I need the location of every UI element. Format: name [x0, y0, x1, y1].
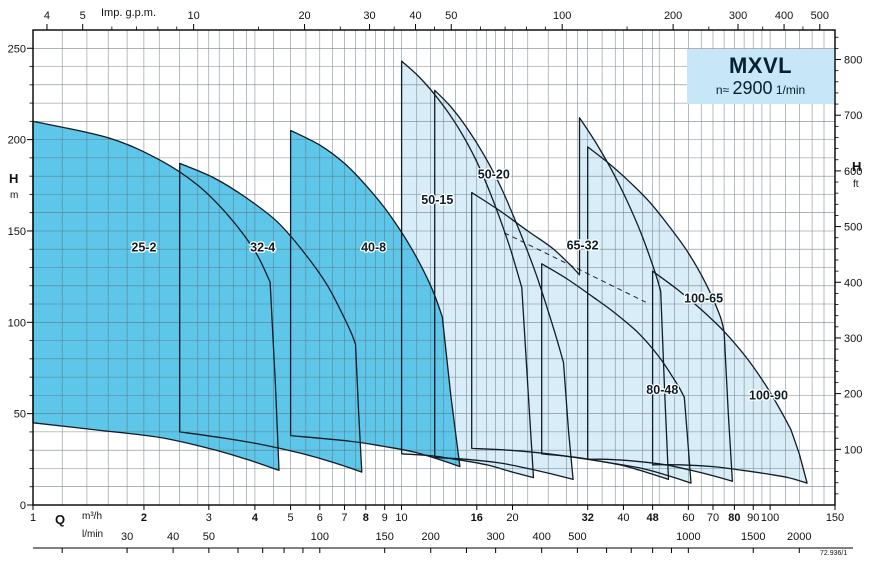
x-tick-gpm-5: 5 [80, 10, 86, 22]
y-tick-ft-200: 200 [844, 389, 862, 401]
curve-label-65-32: 65-32 [567, 239, 599, 253]
x-tick-m3h-2: 2 [141, 512, 147, 524]
x-tick-lmin-200: 200 [422, 531, 440, 543]
envelope-labels: 25-2 32-4 40-8 50-15 50-20 65-32 80-48 100-65 10… [130, 166, 789, 404]
x-tick-lmin-300: 300 [486, 531, 504, 543]
x-tick-gpm-10: 10 [188, 10, 200, 22]
x-tick-m3h-6: 6 [317, 512, 323, 524]
x-tick-m3h-9: 9 [382, 512, 388, 524]
curve-label-100-65: 100-65 [684, 292, 723, 306]
y-tick-m-200: 200 [8, 135, 26, 147]
y-tick-ft-700: 700 [844, 110, 862, 122]
x-tick-m3h-60: 60 [682, 512, 694, 524]
x-tick-m3h-80: 80 [728, 512, 740, 524]
y-tick-ft-500: 500 [844, 222, 862, 234]
x-tick-m3h-40: 40 [617, 512, 629, 524]
x-tick-m3h-4: 4 [252, 512, 259, 524]
x-tick-m3h-32: 32 [582, 512, 594, 524]
x-tick-m3h-16: 16 [471, 512, 483, 524]
x-tick-lmin-30: 30 [121, 531, 133, 543]
x-tick-m3h-70: 70 [707, 512, 719, 524]
x-tick-m3h-8: 8 [363, 512, 369, 524]
x-tick-gpm-40: 40 [409, 10, 421, 22]
y-tick-m-150: 150 [8, 226, 26, 238]
x-tick-m3h-100: 100 [761, 512, 779, 524]
x-tick-lmin-1000: 1000 [676, 531, 700, 543]
y-tick-ft-600: 600 [844, 166, 862, 178]
x-tick-m3h-150: 150 [826, 512, 844, 524]
y-tick-m-250: 250 [8, 43, 26, 55]
curve-label-50-20: 50-20 [478, 167, 510, 181]
curve-label-25-2: 25-2 [131, 240, 156, 254]
x-tick-lmin-50: 50 [203, 531, 215, 543]
curve-label-40-8: 40-8 [361, 240, 386, 254]
curve-label-80-48: 80-48 [646, 383, 678, 397]
x-tick-gpm-30: 30 [363, 10, 375, 22]
y-tick-m-50: 50 [14, 409, 26, 421]
x-tick-m3h-3: 3 [206, 512, 212, 524]
x-tick-m3h-10: 10 [395, 512, 407, 524]
x-tick-lmin-500: 500 [568, 531, 586, 543]
curve-label-32-4: 32-4 [250, 240, 275, 254]
x-tick-m3h-5: 5 [288, 512, 294, 524]
envelope-outline-32-4 [179, 162, 363, 473]
y-tick-ft-400: 400 [844, 277, 862, 289]
x-tick-m3h-20: 20 [506, 512, 518, 524]
x-tick-gpm-4: 4 [44, 10, 50, 22]
envelope-outline-100-65 [587, 146, 734, 482]
x-tick-m3h-1: 1 [30, 512, 36, 524]
y-tick-ft-100: 100 [844, 444, 862, 456]
y-tick-m-0: 0 [20, 500, 26, 512]
curve-label-50-15: 50-15 [421, 193, 453, 207]
envelope-outlines [32, 60, 808, 484]
x-tick-lmin-2000: 2000 [787, 531, 811, 543]
envelope-outline-50-20 [434, 89, 574, 481]
x-tick-gpm-20: 20 [298, 10, 310, 22]
x-tick-gpm-200: 200 [664, 10, 682, 22]
x-tick-gpm-100: 100 [553, 10, 571, 22]
x-tick-m3h-48: 48 [646, 512, 658, 524]
envelope-fills [33, 61, 808, 484]
x-tick-gpm-400: 400 [775, 10, 793, 22]
x-tick-m3h-90: 90 [747, 512, 759, 524]
x-tick-gpm-50: 50 [445, 10, 457, 22]
grid [33, 30, 835, 505]
envelope-outline-40-8 [289, 129, 461, 468]
y-tick-ft-800: 800 [844, 55, 862, 67]
x-tick-gpm-500: 500 [811, 10, 829, 22]
x-tick-lmin-40: 40 [167, 531, 179, 543]
curve-label-100-90: 100-90 [749, 388, 788, 402]
envelope-outline-100-90 [651, 270, 808, 484]
x-tick-lmin-1500: 1500 [741, 531, 765, 543]
x-tick-lmin-100: 100 [311, 531, 329, 543]
envelope-outline-25-2 [32, 120, 280, 471]
envelope-outline-50-15 [400, 60, 535, 479]
x-tick-m3h-7: 7 [341, 512, 347, 524]
x-tick-lmin-400: 400 [532, 531, 550, 543]
x-tick-gpm-300: 300 [729, 10, 747, 22]
y-tick-m-100: 100 [8, 317, 26, 329]
envelope-outline-80-48 [541, 263, 692, 484]
y-tick-ft-300: 300 [844, 333, 862, 345]
x-tick-lmin-150: 150 [376, 531, 394, 543]
